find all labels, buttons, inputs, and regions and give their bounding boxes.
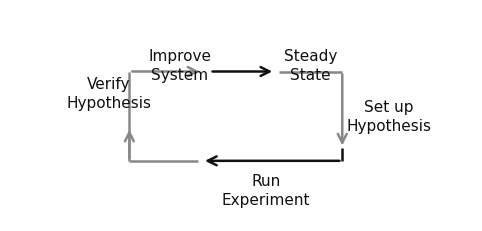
Text: Verify
Hypothesis: Verify Hypothesis [67, 77, 151, 110]
Text: Set up
Hypothesis: Set up Hypothesis [347, 100, 431, 133]
Text: Steady
State: Steady State [284, 49, 337, 82]
Text: Improve
System: Improve System [148, 49, 211, 82]
Text: Run
Experiment: Run Experiment [221, 173, 310, 207]
